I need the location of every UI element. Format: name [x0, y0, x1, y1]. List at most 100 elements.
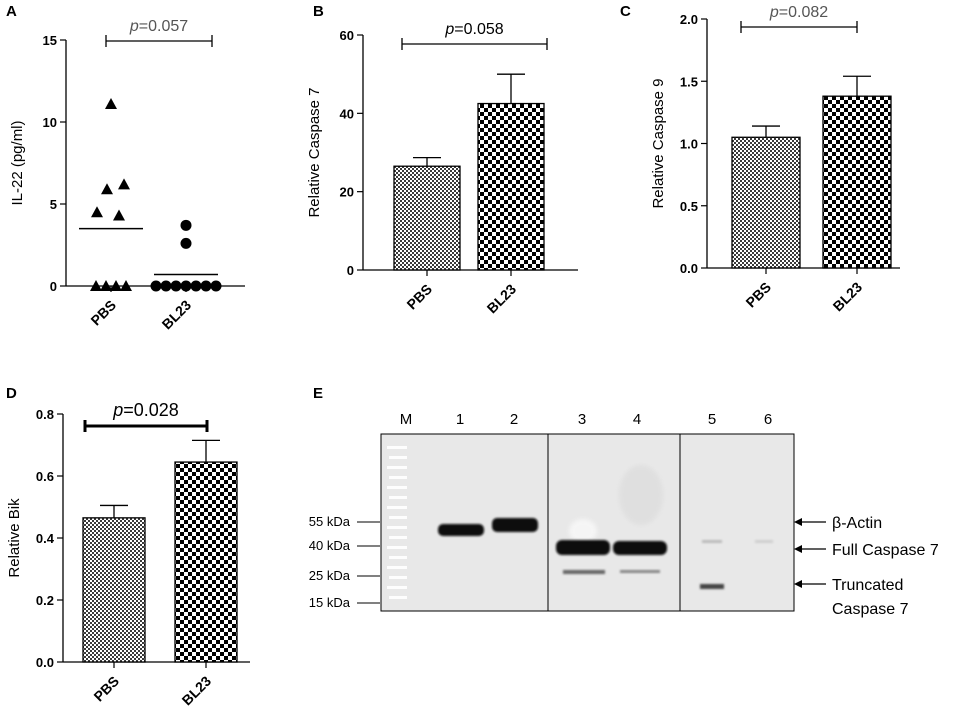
y-axis-label: Relative Bik — [6, 498, 23, 578]
data-point-circle — [200, 280, 212, 292]
y-tick-label: 1.5 — [680, 74, 698, 89]
mw-label-15: 15 kDa — [309, 595, 351, 610]
data-point-triangle — [118, 178, 130, 190]
mw-label-40: 40 kDa — [309, 538, 351, 553]
band-truncated-lane-4 — [620, 570, 660, 573]
panel-b-bar-chart: 0 20 40 60 Relative Caspase 7 PBS BL23 p=0.058 — [306, 21, 578, 316]
band-truncated-lane-5 — [700, 584, 724, 589]
y-tick-label: 20 — [340, 185, 354, 200]
data-point-circle — [190, 280, 202, 292]
data-point-circle — [180, 237, 192, 249]
y-tick-label: 40 — [340, 106, 354, 121]
data-point-triangle — [113, 209, 125, 221]
panel-label-c: C — [620, 3, 631, 20]
marker-ladder — [387, 446, 407, 599]
panel-e-western-blot: M 1 2 3 4 5 6 55 kDa 40 kDa 25 kDa 15 kD… — [309, 411, 939, 618]
x-tick-label-pbs: PBS — [403, 281, 435, 313]
bar-pbs — [393, 165, 461, 271]
data-point-circle — [160, 280, 172, 292]
y-tick-label: 0.0 — [680, 261, 698, 276]
y-tick-label: 1.0 — [680, 137, 698, 152]
y-tick-label: 0.0 — [36, 655, 54, 670]
band-name-truncated-line2: Caspase 7 — [832, 601, 909, 618]
arrow-full-caspase — [794, 545, 826, 553]
p-value-label: p=0.082 — [769, 4, 828, 21]
x-tick-label-pbs: PBS — [87, 297, 119, 329]
p-value-text: =0.028 — [123, 400, 179, 420]
p-value-text: =0.058 — [454, 21, 503, 38]
lane-label-4: 4 — [633, 411, 641, 428]
y-axis-label: IL-22 (pg/ml) — [9, 120, 26, 205]
x-tick-label-bl23: BL23 — [484, 281, 520, 317]
y-tick-label: 15 — [43, 33, 57, 48]
data-point-triangle — [100, 280, 112, 291]
data-point-triangle — [101, 183, 113, 195]
y-tick-label: 0 — [50, 279, 57, 294]
x-tick-label-pbs: PBS — [90, 673, 122, 705]
x-tick-label-bl23: BL23 — [179, 673, 215, 709]
panel-label-e: E — [313, 385, 323, 402]
data-point-triangle — [120, 280, 132, 291]
y-tick-label: 2.0 — [680, 12, 698, 27]
p-value-label: p=0.028 — [112, 400, 179, 420]
band-name-truncated: Truncated — [832, 577, 903, 594]
lane-label-1: 1 — [456, 411, 464, 428]
x-tick-label-bl23: BL23 — [830, 279, 866, 315]
band-name-full-caspase: Full Caspase 7 — [832, 542, 939, 559]
bar-pbs — [82, 517, 146, 663]
y-tick-label: 0.4 — [36, 531, 55, 546]
band-full-caspase-lane-4 — [613, 541, 667, 555]
data-point-circle — [210, 280, 222, 292]
p-value-symbol: p — [129, 18, 139, 35]
panel-label-b: B — [313, 3, 324, 20]
data-point-triangle — [110, 280, 122, 291]
band-faint-lane-6 — [755, 540, 773, 543]
data-point-circle — [150, 280, 162, 292]
lane-label-2: 2 — [510, 411, 518, 428]
band-actin-lane-1 — [438, 524, 484, 536]
panel-label-a: A — [6, 3, 17, 20]
p-value-label: p=0.058 — [444, 21, 503, 38]
p-value-text: =0.082 — [779, 4, 828, 21]
data-point-circle — [180, 280, 192, 292]
lane-label-5: 5 — [708, 411, 716, 428]
panel-c-bar-chart: 0.0 0.5 1.0 1.5 2.0 Relative Caspase 9 PBS BL23… — [650, 4, 900, 314]
arrow-actin — [794, 518, 826, 526]
y-tick-label: 0.6 — [36, 469, 54, 484]
blot-smudge — [619, 465, 663, 525]
panel-label-d: D — [6, 385, 17, 402]
x-tick-label-bl23: BL23 — [159, 297, 195, 333]
data-point-circle — [180, 219, 192, 231]
panel-a-scatter: 0 5 10 15 IL-22 (pg/ml) PBS BL23 p=0.057 — [9, 18, 245, 332]
p-value-label: p=0.057 — [129, 18, 188, 35]
data-point-circle — [170, 280, 182, 292]
bar-bl23 — [477, 102, 545, 271]
y-tick-label: 0 — [347, 263, 354, 278]
band-truncated-lane-3 — [563, 570, 605, 574]
p-value-symbol: p — [769, 4, 779, 21]
p-value-symbol: p — [112, 400, 123, 420]
y-axis-label: Relative Caspase 9 — [650, 78, 667, 208]
data-point-triangle — [105, 97, 117, 109]
data-point-triangle — [91, 206, 103, 218]
band-faint-lane-5 — [702, 540, 722, 543]
mw-label-55: 55 kDa — [309, 514, 351, 529]
bar-bl23 — [174, 461, 238, 663]
blot-smudge — [569, 519, 597, 543]
p-value-text: =0.057 — [139, 18, 188, 35]
bar-bl23 — [822, 95, 892, 269]
p-value-symbol: p — [444, 21, 454, 38]
panel-d-bar-chart: 0.0 0.2 0.4 0.6 0.8 Relative Bik PBS BL23 p=0.02… — [6, 400, 250, 708]
band-name-actin: β-Actin — [832, 515, 882, 532]
y-tick-label: 0.8 — [36, 407, 54, 422]
mw-label-25: 25 kDa — [309, 568, 351, 583]
y-axis-label: Relative Caspase 7 — [306, 87, 323, 217]
lane-label-3: 3 — [578, 411, 586, 428]
lane-label-6: 6 — [764, 411, 772, 428]
lane-label-m: M — [400, 411, 413, 428]
band-actin-lane-2 — [492, 518, 538, 532]
y-tick-label: 0.5 — [680, 199, 698, 214]
y-tick-label: 60 — [340, 28, 354, 43]
x-tick-label-pbs: PBS — [742, 279, 774, 311]
